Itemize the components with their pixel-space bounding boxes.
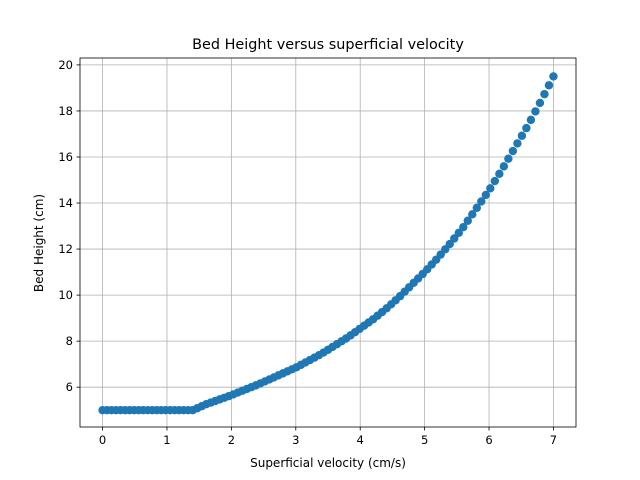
data-point (540, 89, 549, 99)
y-tick-label: 10 (58, 288, 73, 302)
x-tick-label: 0 (99, 433, 106, 447)
data-point (526, 115, 536, 125)
y-tick-label: 6 (66, 380, 73, 394)
data-point (522, 123, 531, 133)
data-point (508, 146, 518, 156)
data-point (486, 184, 495, 193)
data-point (445, 239, 454, 249)
scatter-points (98, 72, 558, 415)
x-tick-label: 5 (421, 433, 428, 447)
y-tick-label: 20 (58, 58, 73, 72)
y-tick-label: 14 (58, 196, 73, 210)
data-point (490, 176, 500, 186)
y-tick-label: 8 (66, 334, 73, 348)
data-point (468, 210, 477, 219)
data-point (517, 131, 527, 140)
y-tick-label: 16 (58, 150, 73, 164)
x-tick-label: 4 (357, 433, 364, 447)
data-point (459, 222, 468, 232)
x-tick-label: 6 (485, 433, 492, 447)
data-point (450, 234, 459, 243)
data-point (495, 169, 504, 178)
y-tick-label: 12 (58, 242, 73, 256)
data-point (513, 139, 522, 148)
data-point (454, 228, 463, 238)
y-axis-label: Bed Height (cm) (32, 194, 46, 292)
data-point (549, 72, 558, 81)
data-point (504, 154, 513, 163)
x-tick-label: 2 (228, 433, 235, 447)
x-tick-label: 1 (163, 433, 170, 447)
data-point (544, 81, 554, 90)
x-tick-label: 3 (292, 433, 299, 447)
data-point (477, 197, 486, 206)
grid-lines (80, 58, 576, 427)
data-point (481, 190, 491, 200)
y-tick-label: 18 (58, 104, 73, 118)
data-point (472, 203, 481, 213)
x-axis-label: Superficial velocity (cm/s) (250, 456, 406, 470)
data-point (463, 216, 472, 225)
chart-title: Bed Height versus superficial velocity (192, 37, 464, 53)
data-point (535, 98, 545, 108)
plot-frame (79, 57, 577, 428)
data-point (499, 162, 509, 171)
x-tick-label: 7 (550, 433, 557, 447)
data-point (531, 107, 540, 116)
